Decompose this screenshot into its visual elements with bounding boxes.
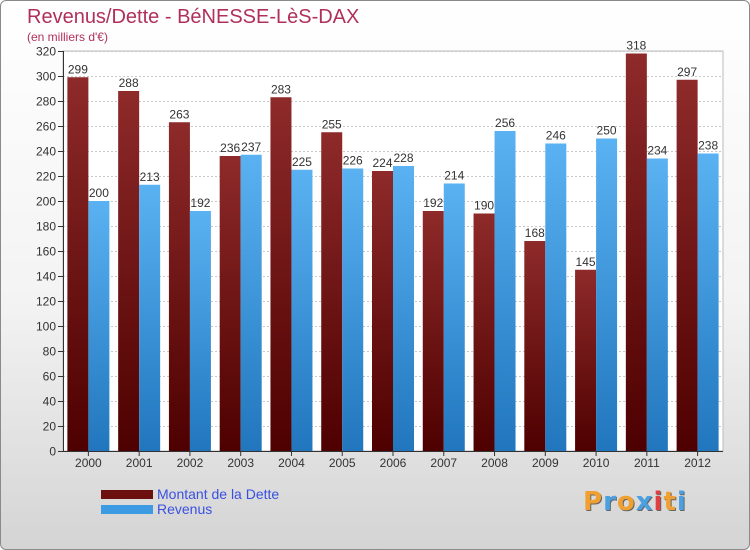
logo-letter: t: [663, 487, 677, 517]
bar-revenus: [545, 143, 567, 451]
data-label-revenus: 214: [444, 169, 464, 183]
data-label-revenus: 192: [190, 196, 210, 210]
y-tick-label: 40: [43, 395, 57, 409]
x-tick-label: 2003: [227, 456, 254, 470]
x-tick-label: 2009: [532, 456, 559, 470]
bar-revenus: [646, 158, 668, 451]
data-label-revenus: 226: [343, 154, 363, 168]
bar-dette: [473, 213, 495, 451]
bar-dette: [575, 269, 597, 451]
data-label-dette: 299: [68, 62, 88, 76]
y-tick-label: 180: [36, 220, 56, 234]
x-tick-label: 2006: [380, 456, 407, 470]
bar-revenus: [342, 168, 364, 451]
bar-dette: [676, 79, 698, 451]
logo-letter: r: [603, 487, 617, 517]
data-label-revenus: 228: [393, 151, 413, 165]
y-tick-label: 200: [36, 195, 56, 209]
bar-dette: [422, 211, 444, 451]
legend-swatch-dette: [101, 490, 153, 499]
x-tick-label: 2005: [329, 456, 356, 470]
x-tick-label: 2007: [430, 456, 457, 470]
bar-revenus: [139, 184, 161, 451]
bar-revenus: [443, 183, 465, 451]
y-tick-label: 260: [36, 120, 56, 134]
y-tick-label: 80: [43, 345, 57, 359]
logo-letter: x: [635, 487, 654, 517]
y-tick-label: 100: [36, 320, 56, 334]
data-label-dette: 145: [576, 255, 596, 269]
bar-revenus: [596, 138, 618, 451]
data-label-revenus: 225: [292, 155, 312, 169]
chart-title: Revenus/Dette - BéNESSE-LèS-DAX: [27, 6, 360, 28]
data-label-dette: 255: [322, 117, 342, 131]
bar-revenus: [291, 169, 313, 451]
bar-revenus: [189, 211, 211, 451]
data-label-revenus: 250: [597, 124, 617, 138]
y-tick-label: 280: [36, 95, 56, 109]
bar-dette: [118, 91, 140, 451]
data-label-revenus: 246: [546, 129, 566, 143]
y-tick-label: 300: [36, 70, 56, 84]
data-label-revenus: 256: [495, 116, 515, 130]
bar-dette: [524, 241, 546, 451]
legend-label-dette: Montant de la Dette: [157, 486, 280, 502]
logo-letter: i: [676, 487, 687, 517]
y-tick-label: 240: [36, 145, 56, 159]
y-tick-label: 0: [49, 445, 56, 459]
x-tick-label: 2012: [684, 456, 711, 470]
y-tick-label: 20: [43, 420, 57, 434]
data-label-dette: 288: [119, 76, 139, 90]
data-label-dette: 263: [169, 107, 189, 121]
data-label-dette: 224: [372, 156, 392, 170]
logo-letter: o: [616, 487, 636, 517]
logo-letter: i: [653, 487, 664, 517]
logo-letter: P: [583, 487, 604, 517]
legend-label-revenus: Revenus: [157, 501, 213, 517]
data-label-dette: 168: [525, 226, 545, 240]
legend-swatch-revenus: [101, 505, 153, 514]
data-label-dette: 236: [220, 141, 240, 155]
y-tick-label: 120: [36, 295, 56, 309]
x-tick-label: 2011: [634, 456, 660, 470]
bar-dette: [168, 122, 190, 451]
data-label-revenus: 238: [698, 139, 718, 153]
data-label-revenus: 234: [647, 144, 667, 158]
y-tick-label: 60: [43, 370, 57, 384]
bar-revenus: [240, 154, 262, 451]
data-label-dette: 190: [474, 199, 494, 213]
bar-revenus: [494, 131, 516, 451]
bar-dette: [67, 77, 89, 451]
data-label-dette: 297: [677, 65, 697, 79]
bar-revenus: [697, 153, 719, 451]
y-tick-label: 320: [36, 45, 56, 59]
bar-revenus: [393, 166, 414, 451]
data-label-dette: 192: [423, 196, 443, 210]
x-tick-label: 2008: [481, 456, 508, 470]
data-label-dette: 283: [271, 82, 291, 96]
data-label-revenus: 200: [89, 186, 109, 200]
y-tick-label: 140: [36, 270, 56, 284]
x-tick-label: 2000: [75, 456, 102, 470]
data-label-revenus: 237: [241, 140, 261, 154]
bar-dette: [321, 132, 343, 451]
x-tick-label: 2010: [583, 456, 610, 470]
x-tick-label: 2001: [126, 456, 153, 470]
bar-revenus: [88, 201, 110, 451]
proxiti-logo: Proxiti: [583, 487, 687, 517]
data-label-revenus: 213: [140, 170, 160, 184]
bar-dette: [625, 53, 647, 451]
chart-subtitle: (en milliers d'€): [27, 30, 108, 44]
bar-dette: [270, 97, 292, 451]
bar-dette: [372, 171, 393, 451]
bar-dette: [219, 156, 241, 451]
x-tick-label: 2002: [177, 456, 204, 470]
y-tick-label: 220: [36, 170, 56, 184]
y-tick-label: 160: [36, 245, 56, 259]
data-label-dette: 318: [626, 39, 646, 53]
x-tick-label: 2004: [278, 456, 305, 470]
